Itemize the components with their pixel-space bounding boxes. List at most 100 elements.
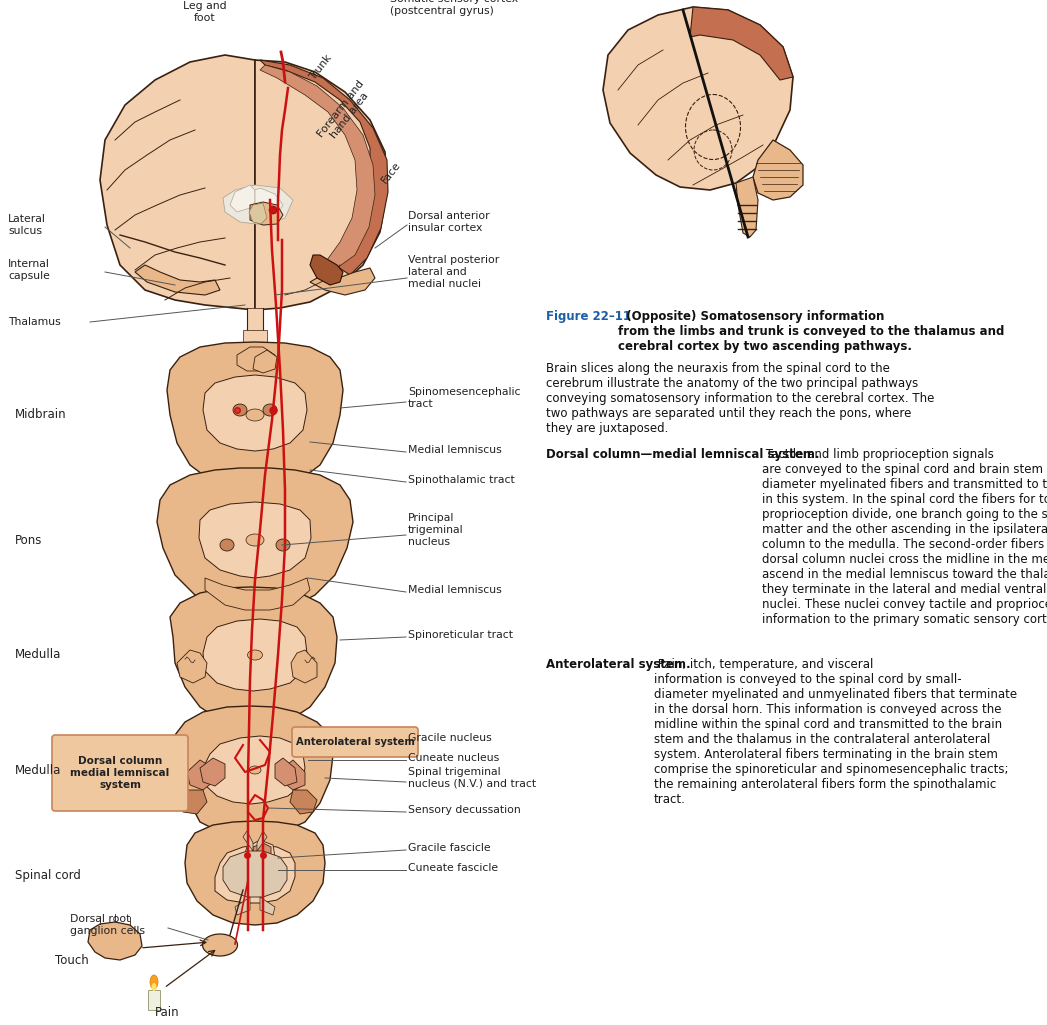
Polygon shape	[175, 706, 333, 836]
Ellipse shape	[150, 975, 158, 989]
Text: Lateral
sulcus: Lateral sulcus	[8, 214, 46, 236]
Polygon shape	[310, 255, 343, 285]
Polygon shape	[247, 308, 263, 355]
Text: Brain slices along the neuraxis from the spinal cord to the
cerebrum illustrate : Brain slices along the neuraxis from the…	[545, 362, 934, 435]
Text: Anterolateral system: Anterolateral system	[295, 737, 415, 747]
Polygon shape	[230, 184, 255, 212]
Polygon shape	[157, 468, 353, 612]
Polygon shape	[205, 578, 310, 610]
Polygon shape	[187, 760, 213, 790]
Polygon shape	[170, 587, 337, 725]
Ellipse shape	[269, 206, 277, 214]
Ellipse shape	[276, 539, 290, 551]
Polygon shape	[203, 736, 305, 804]
Text: Anterolateral system.: Anterolateral system.	[545, 658, 691, 671]
Text: Midbrain: Midbrain	[15, 409, 67, 421]
Text: Medial lemniscus: Medial lemniscus	[408, 585, 502, 594]
Polygon shape	[243, 831, 253, 851]
Polygon shape	[185, 821, 325, 925]
Polygon shape	[243, 718, 267, 725]
Text: Spinal cord: Spinal cord	[15, 868, 81, 882]
Polygon shape	[200, 758, 225, 786]
Text: Spinomesencephalic
tract: Spinomesencephalic tract	[408, 387, 520, 409]
Polygon shape	[199, 502, 311, 578]
Polygon shape	[243, 828, 267, 830]
Polygon shape	[260, 65, 375, 268]
Polygon shape	[135, 265, 220, 295]
Polygon shape	[736, 177, 758, 237]
Text: Trunk: Trunk	[308, 53, 334, 83]
Text: Cuneate nucleus: Cuneate nucleus	[408, 753, 499, 763]
Ellipse shape	[246, 534, 264, 546]
Polygon shape	[235, 897, 250, 915]
Polygon shape	[203, 375, 307, 451]
Text: Sensory decussation: Sensory decussation	[408, 805, 520, 815]
Text: Internal
capsule: Internal capsule	[8, 259, 50, 281]
Polygon shape	[223, 184, 293, 226]
Polygon shape	[255, 188, 283, 215]
Text: Medulla: Medulla	[15, 649, 62, 661]
FancyBboxPatch shape	[52, 735, 188, 811]
Text: Figure 22–11: Figure 22–11	[545, 310, 631, 323]
Text: Spinoreticular tract: Spinoreticular tract	[408, 630, 513, 640]
Polygon shape	[101, 55, 255, 310]
Text: Pain: Pain	[155, 1006, 180, 1019]
Ellipse shape	[220, 539, 233, 551]
Text: Forearm and
hand area: Forearm and hand area	[315, 78, 375, 146]
Ellipse shape	[263, 404, 277, 416]
Polygon shape	[148, 990, 160, 1010]
Polygon shape	[260, 897, 275, 915]
Text: (Opposite) Somatosensory information
from the limbs and trunk is conveyed to the: (Opposite) Somatosensory information fro…	[618, 310, 1004, 353]
Ellipse shape	[249, 766, 261, 774]
Text: Medial lemniscus: Medial lemniscus	[408, 445, 502, 455]
Polygon shape	[250, 202, 283, 226]
Ellipse shape	[233, 404, 247, 416]
Text: Principal
trigeminal
nucleus: Principal trigeminal nucleus	[408, 514, 464, 546]
Text: Thalamus: Thalamus	[8, 317, 61, 327]
Text: Dorsal column—medial lemniscal system.: Dorsal column—medial lemniscal system.	[545, 448, 820, 461]
Polygon shape	[243, 608, 267, 612]
Polygon shape	[88, 922, 142, 960]
Text: Dorsal root
ganglion cells: Dorsal root ganglion cells	[70, 914, 144, 936]
Polygon shape	[253, 350, 277, 373]
Polygon shape	[290, 790, 317, 814]
Polygon shape	[177, 790, 207, 814]
Text: Dorsal anterior
insular cortex: Dorsal anterior insular cortex	[408, 211, 490, 233]
Ellipse shape	[152, 983, 156, 991]
Polygon shape	[291, 650, 317, 683]
Text: Spinal trigeminal
nucleus (N.V.) and tract: Spinal trigeminal nucleus (N.V.) and tra…	[408, 767, 536, 789]
Polygon shape	[690, 7, 793, 80]
Polygon shape	[243, 330, 267, 370]
Text: Ventral posterior
lateral and
medial nuclei: Ventral posterior lateral and medial nuc…	[408, 255, 499, 289]
Polygon shape	[753, 140, 803, 200]
Polygon shape	[275, 758, 297, 786]
Polygon shape	[237, 347, 275, 371]
Polygon shape	[203, 619, 307, 691]
Text: Pons: Pons	[15, 533, 42, 546]
FancyBboxPatch shape	[292, 727, 418, 757]
Polygon shape	[245, 840, 275, 863]
Text: Dorsal column
medial lemniscal
system: Dorsal column medial lemniscal system	[70, 756, 170, 789]
Polygon shape	[255, 60, 387, 310]
Text: Cuneate fascicle: Cuneate fascicle	[408, 863, 498, 873]
Text: Gracile nucleus: Gracile nucleus	[408, 733, 492, 743]
Polygon shape	[603, 7, 793, 190]
Text: Face: Face	[380, 159, 403, 184]
Polygon shape	[177, 650, 207, 683]
Polygon shape	[243, 460, 267, 498]
Polygon shape	[253, 843, 271, 861]
Text: Tactile and limb proprioception signals
are conveyed to the spinal cord and brai: Tactile and limb proprioception signals …	[762, 448, 1047, 626]
Text: Leg and
foot: Leg and foot	[183, 1, 227, 23]
Polygon shape	[260, 60, 388, 275]
Polygon shape	[215, 845, 295, 903]
Polygon shape	[283, 760, 305, 790]
Ellipse shape	[202, 934, 238, 956]
Polygon shape	[249, 203, 267, 224]
Text: Medulla: Medulla	[15, 764, 62, 777]
Text: Pain, itch, temperature, and visceral
information is conveyed to the spinal cord: Pain, itch, temperature, and visceral in…	[654, 658, 1017, 806]
Polygon shape	[257, 831, 267, 851]
Text: Gracile fascicle: Gracile fascicle	[408, 843, 491, 853]
Text: Touch: Touch	[55, 953, 89, 967]
Ellipse shape	[246, 409, 264, 421]
Text: Somatic sensory cortex
(postcentral gyrus): Somatic sensory cortex (postcentral gyru…	[389, 0, 518, 15]
